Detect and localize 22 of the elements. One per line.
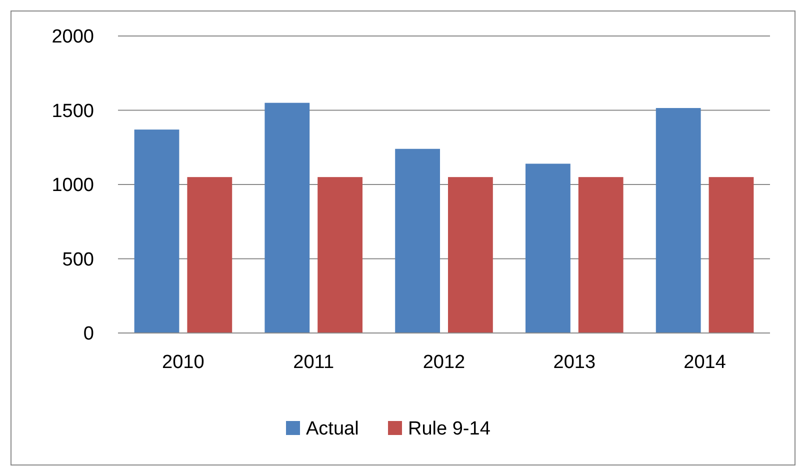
bar [708, 177, 754, 333]
y-tick-label: 2000 [52, 26, 94, 48]
bar [264, 102, 310, 333]
x-tick-label: 2012 [422, 352, 466, 373]
bar [656, 108, 701, 333]
y-tick-label: 1500 [52, 100, 94, 122]
y-tick-label: 1000 [52, 175, 94, 196]
x-tick-label: 2013 [553, 352, 596, 373]
legend-label: Rule 9-14 [408, 418, 491, 440]
x-tick-label: 2010 [162, 352, 204, 373]
bar [395, 148, 440, 333]
bar [318, 177, 362, 333]
bar [578, 177, 624, 333]
y-tick-label: 500 [62, 249, 94, 270]
bar [526, 164, 570, 333]
bar [134, 130, 180, 333]
x-tick-label: 2011 [293, 352, 334, 373]
x-tick-label: 2014 [684, 352, 726, 373]
y-tick-label: 0 [83, 324, 94, 345]
bar [448, 177, 493, 333]
legend-label: Actual [306, 418, 359, 440]
bar [187, 177, 232, 333]
